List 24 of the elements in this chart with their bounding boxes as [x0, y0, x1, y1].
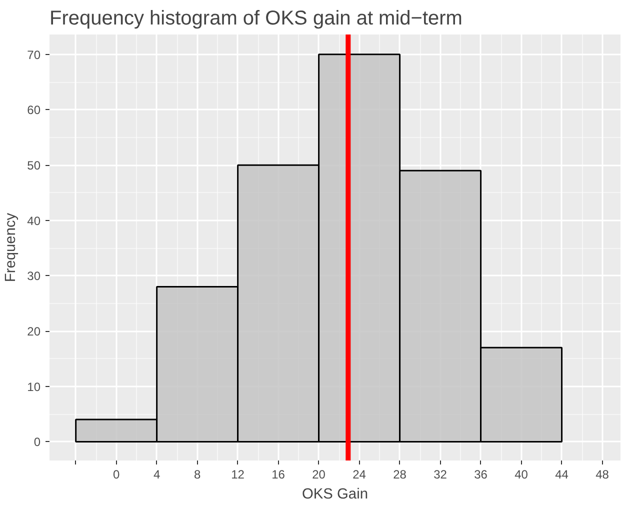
y-tick-label: 0: [34, 435, 41, 450]
x-tick-label: 36: [474, 468, 488, 482]
x-tick-label: 24: [352, 468, 366, 482]
x-tick-label: 16: [272, 468, 286, 482]
chart-title: Frequency histogram of OKS gain at mid−term: [50, 8, 462, 30]
x-tick-label: 0: [112, 468, 120, 482]
y-axis-title: Frequency: [3, 212, 20, 282]
x-tick-label: 28: [393, 468, 407, 482]
y-tick-label: 10: [27, 380, 41, 394]
y-tick-label: 20: [27, 324, 41, 339]
y-tick-label: 30: [27, 269, 41, 284]
x-tick-label: 44: [555, 468, 569, 482]
x-tick-label: 32: [434, 468, 448, 482]
x-tick-label: 12: [231, 468, 245, 482]
x-tick-label: 48: [596, 468, 610, 482]
y-tick-label: 70: [27, 48, 41, 62]
y-tick-label: 40: [27, 214, 41, 228]
y-tick-label: 60: [27, 103, 41, 118]
y-tick-label: 50: [27, 158, 41, 173]
x-axis-title: OKS Gain: [302, 486, 368, 502]
x-tick-label: 20: [312, 468, 326, 482]
x-tick-label: 40: [514, 468, 528, 482]
x-tick-label: 8: [194, 468, 201, 482]
x-tick-label: 4: [153, 468, 160, 482]
